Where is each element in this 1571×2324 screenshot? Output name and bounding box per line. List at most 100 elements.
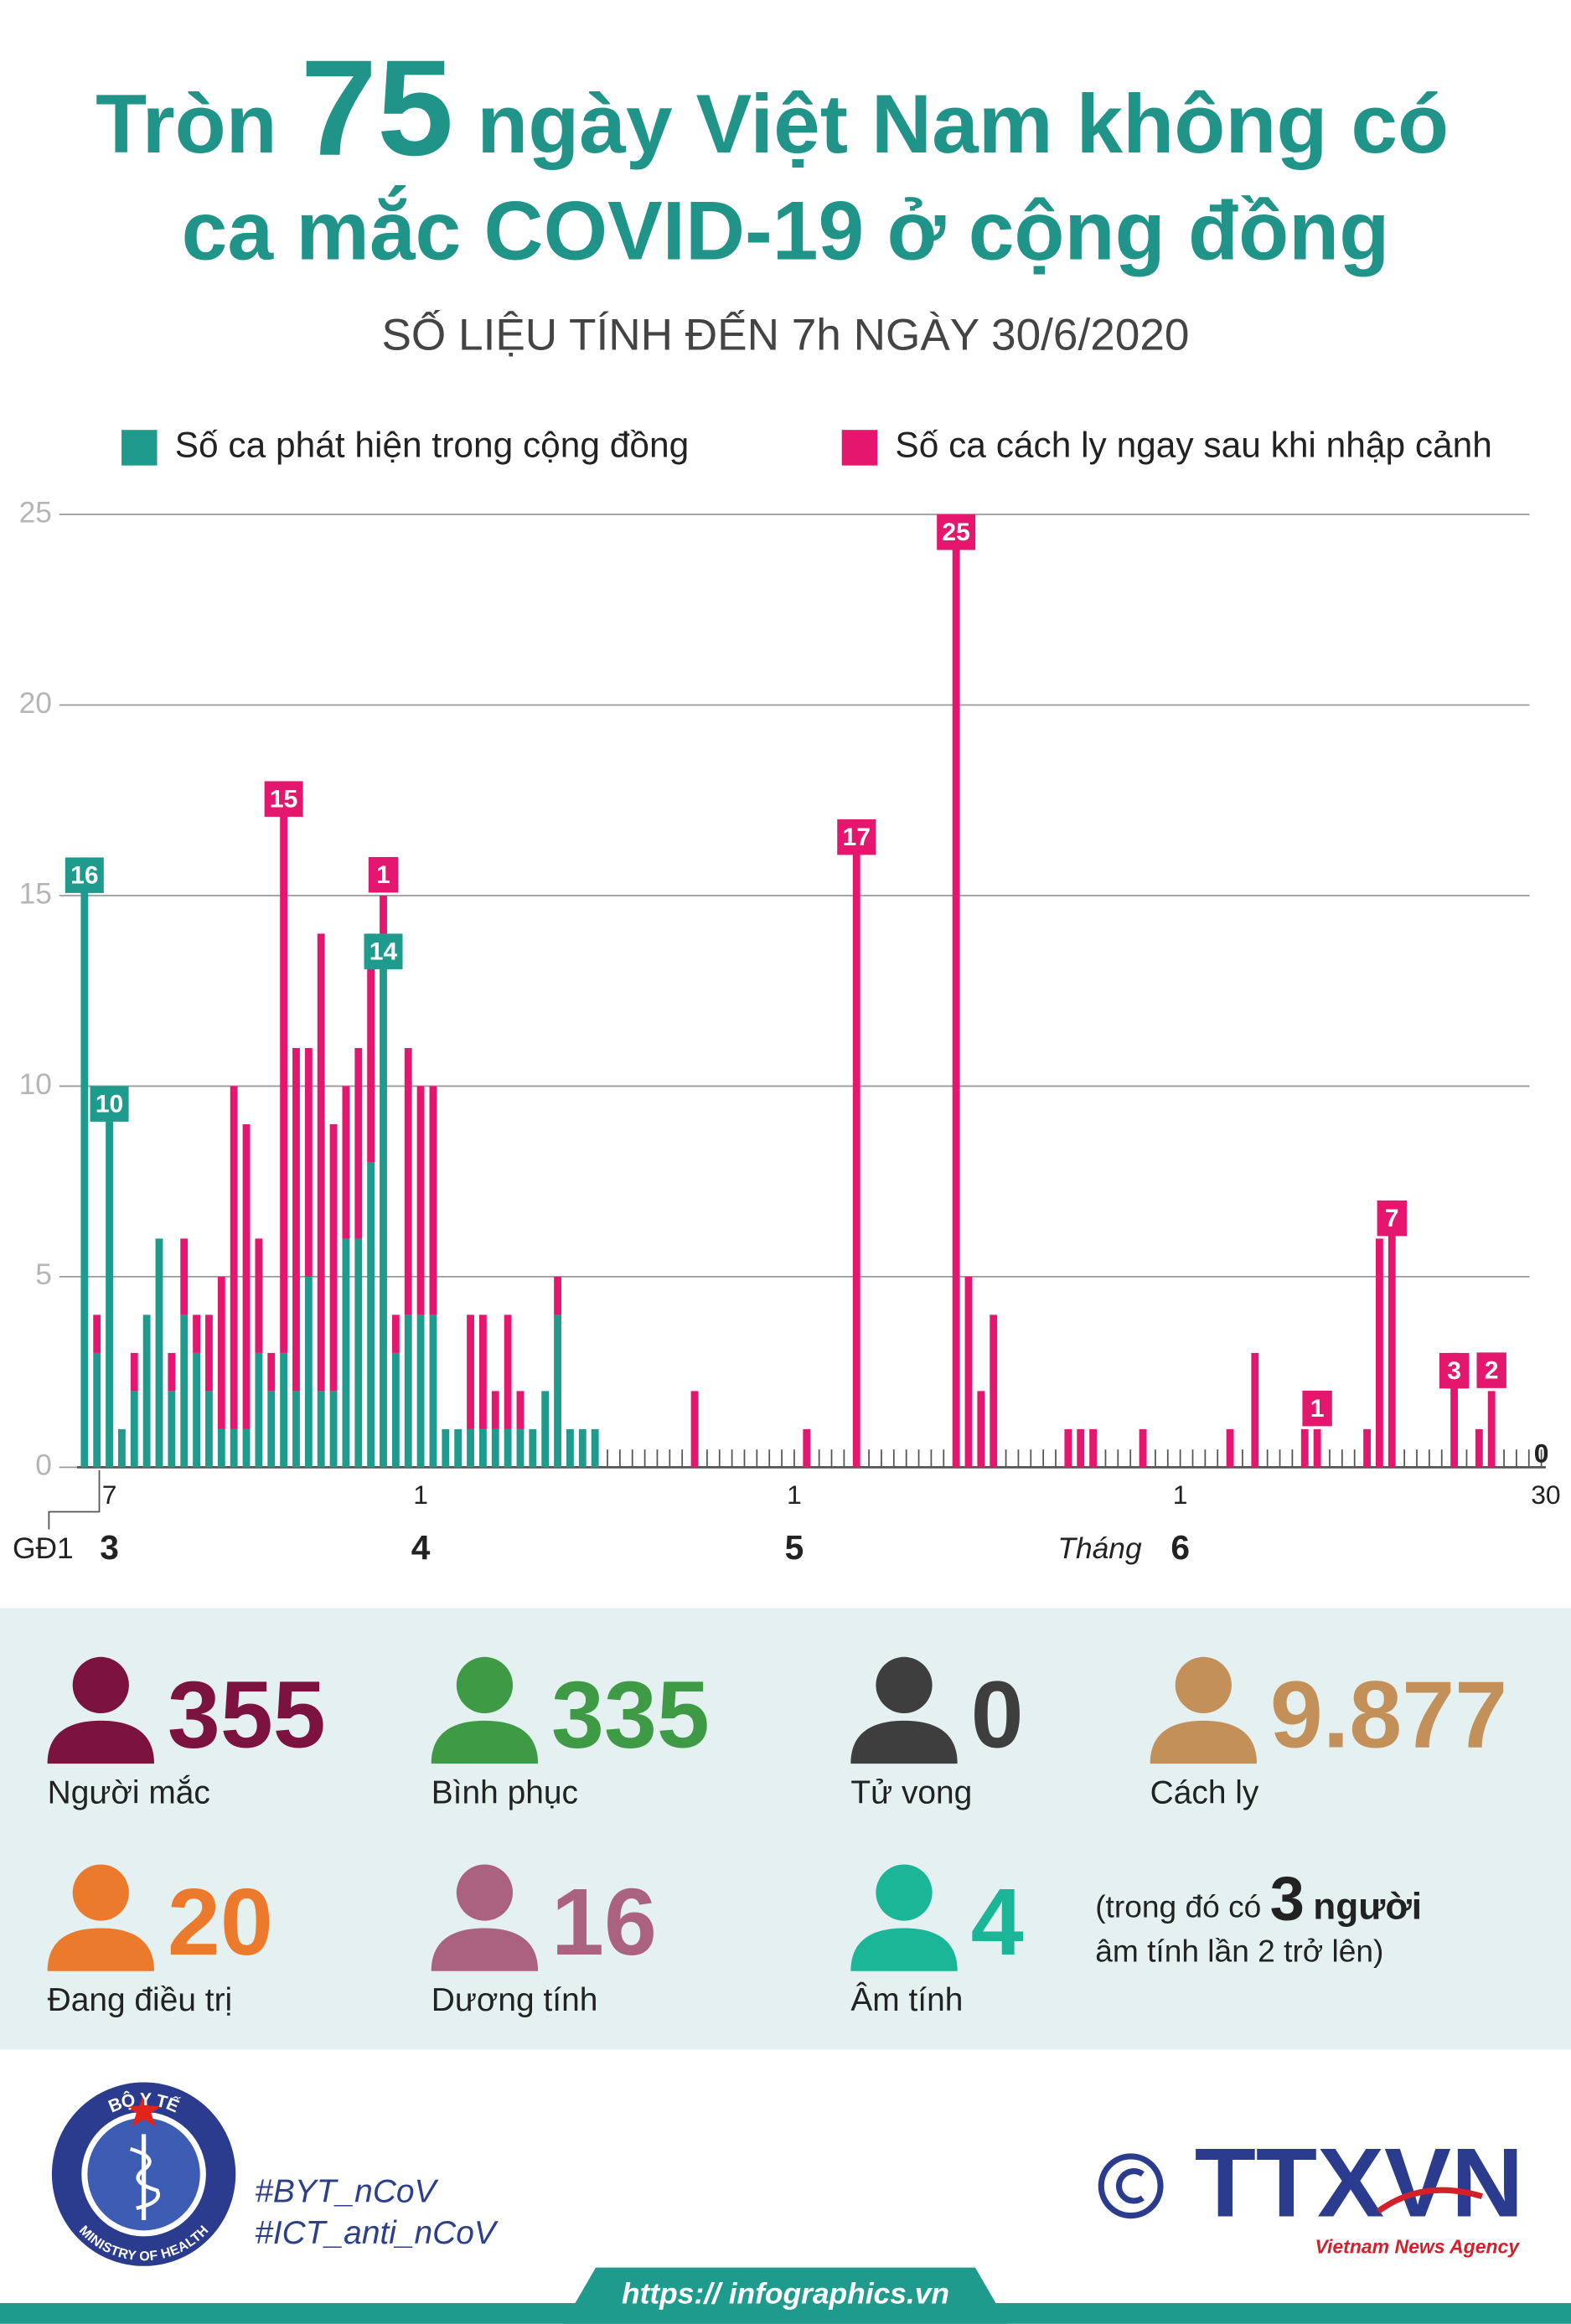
stat-label: Dương tính — [432, 1982, 598, 2018]
bar-segment — [578, 1428, 587, 1468]
value-label-box — [368, 856, 399, 893]
bar-segment — [1226, 1428, 1234, 1468]
title-number: 75 — [301, 33, 454, 184]
stats: 355 Người mắc 335 Bình phục 0 Tử vong 9.877 Các… — [47, 1656, 1507, 2018]
month-label: 6 — [1170, 1528, 1190, 1567]
stat-label: Bình phục — [432, 1775, 578, 1811]
person-icon-head — [456, 1656, 514, 1714]
bar-segment — [1450, 1352, 1459, 1468]
bar-segment — [566, 1428, 574, 1468]
bar-segment — [1475, 1428, 1483, 1468]
bar-segment — [404, 1047, 412, 1315]
x-tick-label: 30 — [1531, 1480, 1560, 1510]
bar-segment — [193, 1314, 201, 1353]
person-icon-body — [850, 1928, 958, 1971]
value-label: 17 — [843, 824, 871, 851]
person-icon-body — [850, 1720, 958, 1764]
bar-segment — [93, 1352, 101, 1468]
bar-segment — [242, 1123, 251, 1429]
month-label: 5 — [785, 1528, 804, 1567]
stat-label: Đang điều trị — [48, 1982, 233, 2018]
title-post: ngày Việt Nam không có — [477, 77, 1449, 170]
bar-segment — [1077, 1428, 1085, 1468]
bar-segment — [591, 1428, 599, 1468]
bar-segment — [478, 1428, 487, 1468]
bar-segment — [1251, 1352, 1259, 1468]
bar-segment — [416, 1314, 425, 1468]
value-label: 10 — [96, 1090, 123, 1118]
bar-segment — [242, 1428, 251, 1468]
bar-segment — [504, 1314, 512, 1429]
value-label: 16 — [70, 861, 98, 889]
bar-segment — [478, 1314, 487, 1429]
bar-segment — [205, 1314, 213, 1392]
value-label: 14 — [369, 937, 398, 965]
person-icon-head — [1175, 1656, 1232, 1714]
person-icon-head — [876, 1864, 933, 1921]
copyright-c — [1116, 2168, 1145, 2204]
bar-segment — [106, 1086, 113, 1468]
stats-panel — [0, 1608, 1571, 2050]
title-pre: Tròn — [96, 77, 277, 170]
bar-segment — [217, 1276, 225, 1429]
hashtag: #ICT_anti_nCoV — [255, 2215, 499, 2251]
bar-segment — [541, 1391, 550, 1468]
stat-value: 0 — [971, 1662, 1024, 1768]
bar-segment — [1388, 1200, 1396, 1468]
month-axis-label: Tháng — [1057, 1532, 1142, 1565]
note-number: 3 — [1270, 1863, 1305, 1933]
stat-label: Cách ly — [1150, 1775, 1259, 1811]
month-label: 3 — [100, 1528, 119, 1567]
stats-note-line-2: âm tính lần 2 trở lên) — [1095, 1933, 1383, 1968]
y-tick-label: 5 — [35, 1258, 52, 1291]
person-icon-body — [431, 1720, 539, 1764]
stat-label: Tử vong — [850, 1775, 972, 1811]
person-icon-body — [431, 1928, 539, 1971]
legend-label: Số ca cách ly ngay sau khi nhập cảnh — [895, 426, 1491, 465]
bar-segment — [317, 933, 325, 1392]
x-tick-label: GĐ1 — [13, 1532, 74, 1565]
legend-label: Số ca phát hiện trong cộng đồng — [175, 426, 689, 465]
bar-segment — [354, 1238, 363, 1468]
value-label: 2 — [1485, 1356, 1499, 1384]
stat-value: 16 — [551, 1869, 657, 1975]
value-label-box — [837, 819, 876, 855]
bar-segment — [217, 1428, 225, 1468]
bar-segment — [380, 933, 387, 1468]
person-icon-head — [876, 1656, 933, 1714]
value-label: 7 — [1385, 1205, 1399, 1232]
value-label-box — [1476, 1352, 1506, 1388]
person-icon-head — [456, 1864, 514, 1921]
bar-segment — [367, 933, 375, 1163]
bar-segment — [354, 1047, 363, 1239]
bar-segment — [429, 1314, 437, 1468]
stat-value: 335 — [551, 1662, 710, 1768]
bar-segment — [142, 1314, 151, 1468]
bar-segment — [990, 1314, 998, 1468]
bar-segment — [342, 1238, 350, 1468]
bar-segment — [117, 1428, 126, 1468]
stat-value: 4 — [971, 1869, 1024, 1975]
bar-segment — [93, 1314, 101, 1353]
bar-segment — [329, 1123, 338, 1392]
bar-segment — [852, 819, 860, 1468]
person-icon-head — [72, 1656, 129, 1714]
bar-segment — [380, 895, 387, 934]
bar-segment — [280, 781, 288, 1353]
bar-segment — [130, 1352, 138, 1392]
y-tick-label: 10 — [19, 1068, 52, 1101]
note-after: người — [1313, 1886, 1422, 1927]
bar-segment — [342, 1086, 350, 1239]
bar-segment — [491, 1391, 499, 1429]
bar-segment — [155, 1238, 163, 1468]
person-icon-body — [1150, 1720, 1257, 1764]
subtitle: SỐ LIỆU TÍNH ĐẾN 7h NGÀY 30/6/2020 — [381, 310, 1189, 360]
bar-segment — [180, 1314, 189, 1468]
legend-swatch — [121, 430, 158, 466]
stat-label: Âm tính — [850, 1982, 963, 2018]
bar-segment — [529, 1428, 537, 1468]
bar-segment — [230, 1428, 238, 1468]
bar-segment — [317, 1391, 325, 1468]
y-tick-label: 25 — [19, 496, 52, 529]
